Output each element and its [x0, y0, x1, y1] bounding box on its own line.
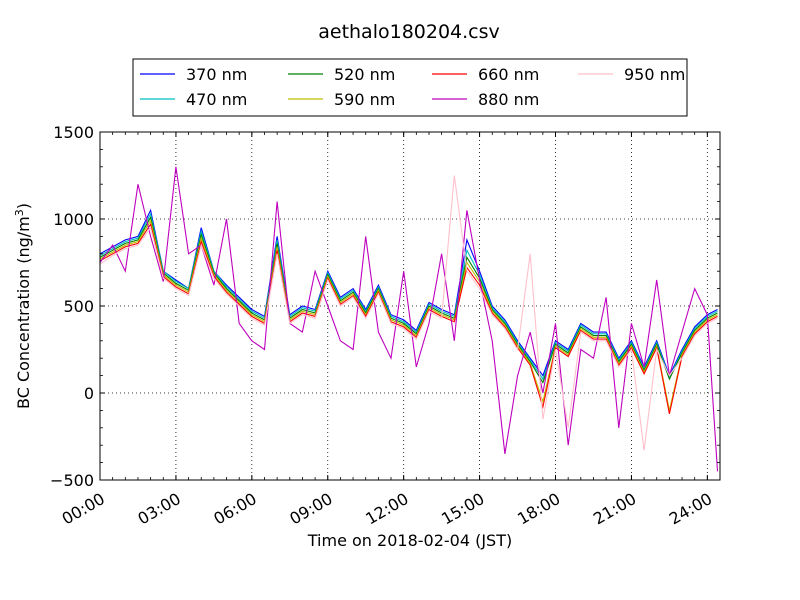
legend-label-1: 470 nm [186, 90, 247, 109]
y-tick-labels: −500 0 500 1000 1500 [50, 123, 94, 490]
y-tick-label-4: 1500 [53, 123, 94, 142]
series-lines [99, 166, 719, 472]
x-tick-label-7: 21:00 [590, 489, 639, 529]
legend-label-0: 370 nm [186, 65, 247, 84]
series-line-590-nm [99, 219, 718, 411]
legend-label-5: 880 nm [478, 90, 539, 109]
x-tick-label-0: 00:00 [59, 489, 108, 529]
x-tick-label-6: 18:00 [514, 489, 563, 529]
series-line-470-nm [99, 212, 718, 381]
x-axis-label: Time on 2018-02-04 (JST) [307, 531, 512, 550]
legend-label-6: 950 nm [624, 65, 685, 84]
chart-title: aethalo180204.csv [318, 21, 500, 43]
x-tick-label-1: 03:00 [134, 489, 183, 529]
legend-label-2: 520 nm [334, 65, 395, 84]
series-line-950-nm [99, 175, 718, 451]
axis-ticks [99, 131, 721, 481]
series-line-660-nm [99, 222, 718, 415]
y-axis-label-end: ) [14, 203, 33, 209]
x-tick-labels: 00:00 03:00 06:00 09:00 12:00 15:00 18:00 21:00… [59, 489, 716, 529]
x-tick-label-4: 12:00 [362, 489, 411, 529]
y-tick-label-1: 0 [84, 384, 94, 403]
y-tick-label-3: 1000 [53, 210, 94, 229]
legend: 370 nm 470 nm 520 nm 590 nm 660 nm 880 nm 950 … [132, 58, 688, 117]
x-tick-label-5: 15:00 [438, 489, 487, 529]
x-tick-label-3: 09:00 [286, 489, 335, 529]
y-tick-label-2: 500 [63, 297, 94, 316]
x-tick-label-2: 06:00 [210, 489, 259, 529]
y-tick-label-0: −500 [50, 471, 94, 490]
plot-area [99, 131, 721, 481]
series-line-520-nm [99, 215, 718, 384]
legend-box [132, 58, 688, 117]
x-tick-label-8: 24:00 [666, 489, 715, 529]
series-line-370-nm [99, 208, 718, 378]
y-axis-label-superscript: 3 [13, 209, 26, 216]
y-axis-label: BC Concentration (ng/m3) [13, 203, 33, 409]
legend-label-4: 660 nm [478, 65, 539, 84]
legend-label-3: 590 nm [334, 90, 395, 109]
y-axis-label-main: BC Concentration (ng/m [14, 216, 33, 409]
